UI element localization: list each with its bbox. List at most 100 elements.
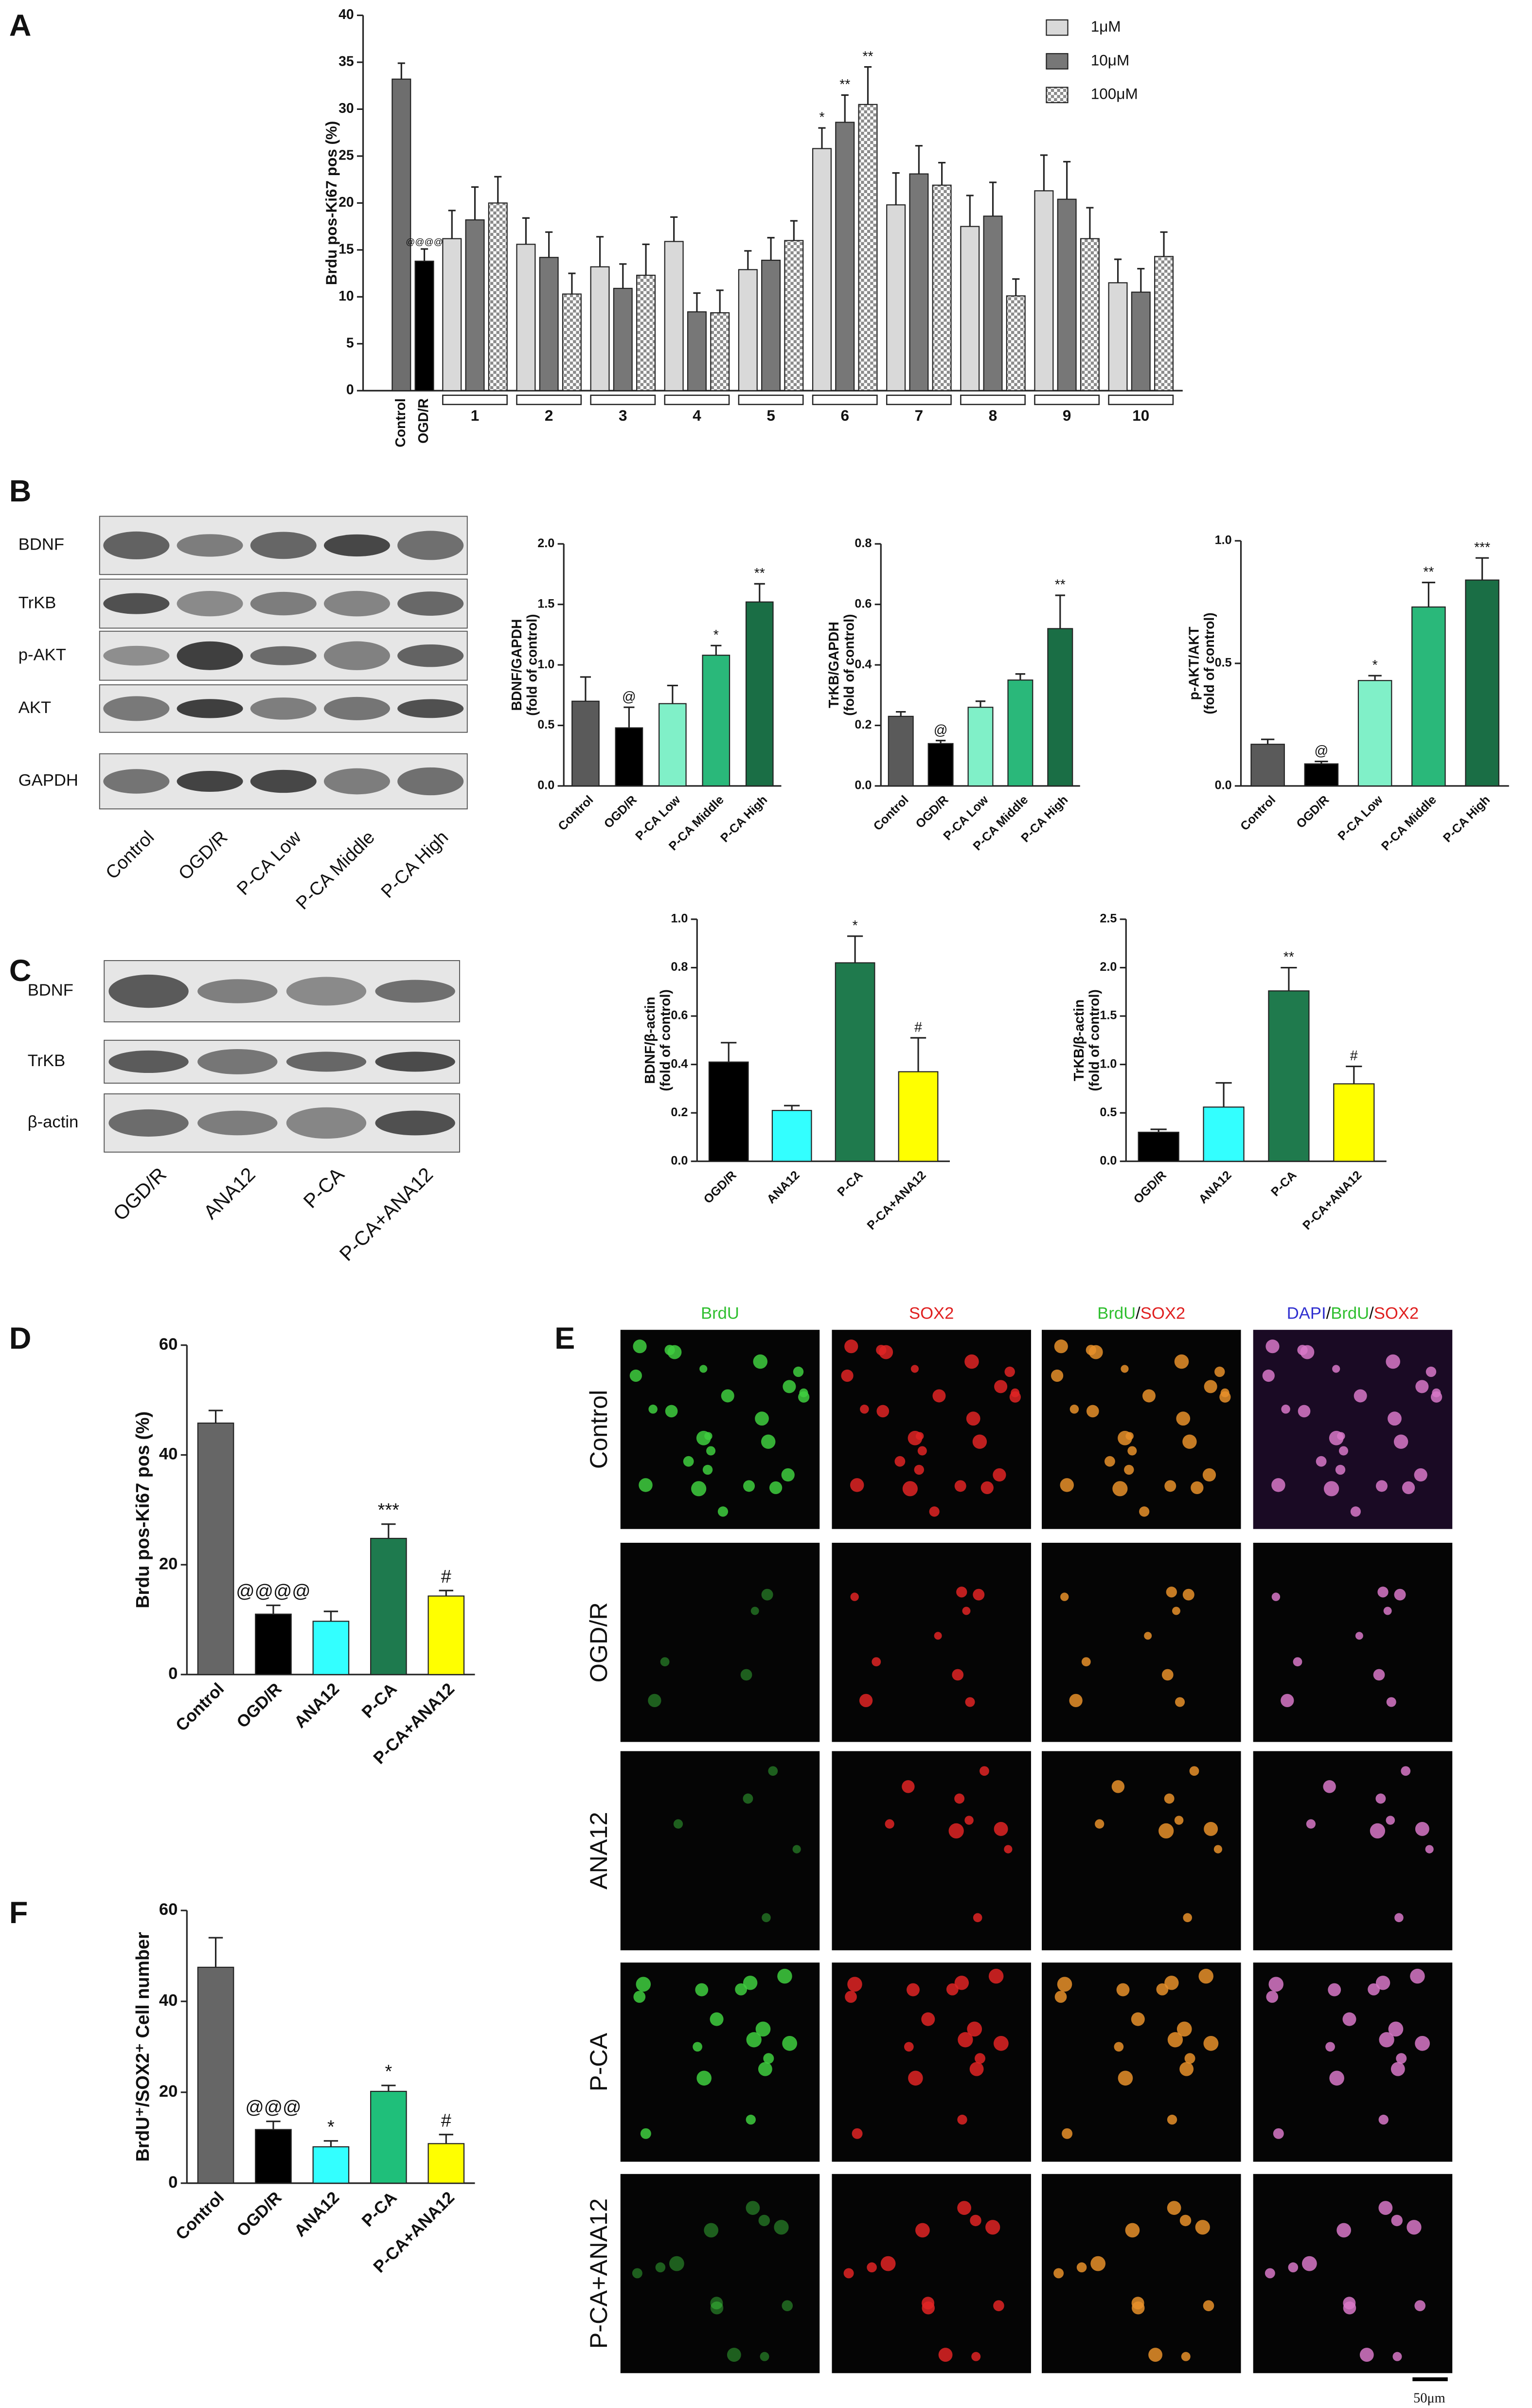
bar [255, 1613, 292, 1676]
cell [1051, 1369, 1064, 1382]
y-tick-label: 60 [159, 1335, 178, 1354]
error-bar [1040, 154, 1048, 191]
bar [516, 244, 536, 392]
error-bar [208, 1937, 223, 1967]
cell [1342, 2012, 1356, 2026]
cell [843, 2268, 854, 2279]
error-bar [892, 172, 900, 205]
x-tick-label: ANA12 [291, 1679, 343, 1731]
cell [702, 1464, 713, 1475]
error-bar [642, 243, 650, 275]
x-tick-label: ANA12 [1196, 1168, 1234, 1206]
error-bar [1215, 1082, 1232, 1107]
y-tick-label: 35 [338, 54, 354, 69]
micrograph [1041, 1962, 1241, 2162]
panel-label: E [554, 1321, 575, 1356]
group-bracket [1108, 394, 1174, 405]
error-bar [266, 2121, 281, 2130]
blot-lane-label: P-CA High [377, 827, 452, 902]
cell [648, 1405, 658, 1414]
cell [876, 1345, 887, 1356]
x-tick-label: P-CA [835, 1168, 865, 1199]
cell [1394, 1913, 1404, 1923]
bar [414, 260, 434, 392]
cell [1415, 2035, 1430, 2051]
cell [1090, 2256, 1106, 2271]
blot-band [177, 641, 243, 670]
blot-lane-label: Control [102, 827, 158, 883]
y-tick-label: 0.5 [1215, 656, 1232, 670]
cell [1329, 2070, 1344, 2086]
column-header-part: SOX2 [1140, 1304, 1185, 1323]
cell [1127, 1446, 1137, 1456]
panel-label: F [9, 1896, 28, 1930]
error-bar [989, 181, 997, 216]
cell [1004, 1366, 1015, 1377]
cell [1273, 2128, 1284, 2139]
blot-row-label: GAPDH [18, 771, 78, 790]
cell [1104, 1456, 1115, 1467]
x-tick-label: 2 [545, 407, 553, 424]
error-bar [818, 127, 826, 149]
error-bar [439, 1589, 453, 1596]
cell [902, 1780, 915, 1793]
column-header-part: / [1369, 1304, 1374, 1323]
error-bar [1015, 673, 1026, 680]
significance-label: *** [1474, 540, 1490, 555]
cell [1164, 1976, 1179, 1990]
x-tick-label: 7 [915, 407, 924, 424]
error-bar [910, 1037, 926, 1072]
cell [1175, 1697, 1185, 1707]
cell [1339, 1446, 1349, 1456]
error-bar [975, 700, 986, 708]
bar [1131, 291, 1151, 392]
error-bar [623, 706, 635, 728]
error-bar [1114, 258, 1122, 283]
column-header-part: SOX2 [909, 1304, 954, 1323]
cell [1262, 1369, 1275, 1382]
cell [636, 1977, 651, 1992]
blot-lane-label: P-CA [299, 1163, 349, 1213]
cell [948, 1823, 964, 1839]
error-bar [935, 740, 946, 744]
error-bar [790, 220, 798, 241]
y-tick-label: 1.0 [1100, 1057, 1117, 1070]
error-bar [494, 176, 502, 203]
cell [908, 1430, 923, 1445]
error-bar [448, 210, 456, 239]
blot-band [103, 593, 170, 614]
cell [1174, 1354, 1189, 1369]
significance-label: # [914, 1020, 922, 1035]
cell [885, 1819, 894, 1829]
cell [1213, 1845, 1222, 1854]
blot-row-label: p-AKT [18, 645, 66, 664]
blot-row-label: BDNF [28, 981, 73, 999]
x-tick-label: 6 [840, 407, 849, 424]
y-tick-label: 0 [168, 2173, 178, 2192]
cell [1386, 1697, 1396, 1707]
bar [659, 703, 687, 787]
y-tick-label: 2.0 [537, 536, 554, 550]
cell [921, 2012, 935, 2026]
micrograph [1253, 1543, 1453, 1742]
x-tick-label: OGD/R [602, 793, 640, 831]
blot-band [375, 1052, 455, 1072]
cell [915, 2223, 930, 2238]
bar [710, 312, 730, 392]
cell [1393, 1434, 1408, 1449]
bar [428, 1595, 465, 1676]
cell [1414, 2300, 1425, 2311]
cell [746, 2032, 762, 2048]
cell [1121, 1365, 1129, 1373]
cell [782, 2035, 798, 2051]
cell [774, 2220, 789, 2235]
error-bar [1160, 231, 1168, 257]
blot-band [108, 1050, 189, 1073]
cell [704, 2223, 719, 2238]
cell [1298, 1405, 1311, 1418]
cell [1383, 1606, 1392, 1615]
y-axis-label: (fold of control) [525, 614, 540, 715]
significance-label: ** [862, 49, 873, 64]
cell [1394, 1588, 1406, 1601]
cell [746, 2201, 760, 2215]
